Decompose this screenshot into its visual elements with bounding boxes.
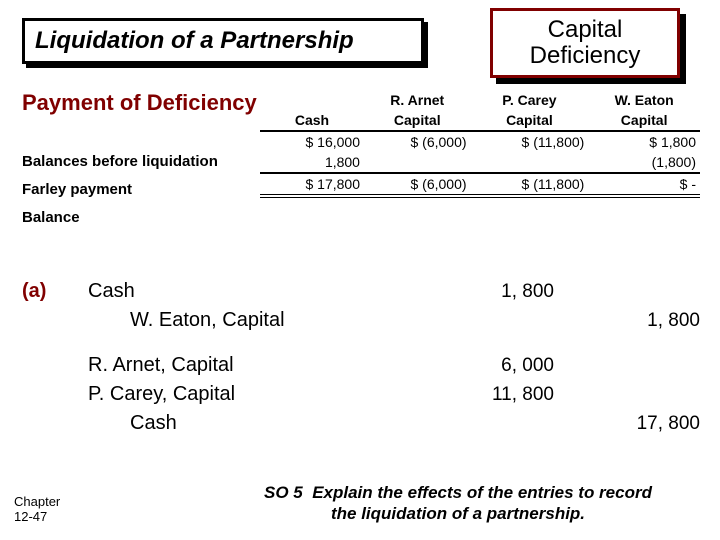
cell: $ 16,000 [260, 131, 364, 152]
journal-entries: (a) Cash 1, 800 W. Eaton, Capital 1, 800… [22, 280, 712, 441]
cell: $ 1,800 [588, 131, 700, 152]
cell: (1,800) [588, 152, 700, 173]
table-row: $ 16,000 $ (6,000) $ (11,800) $ 1,800 [260, 131, 700, 152]
journal-line: P. Carey, Capital 11, 800 [22, 383, 712, 406]
account: P. Carey, Capital [88, 383, 408, 406]
badge-box: Capital Deficiency [490, 8, 680, 78]
colhead-cash: Cash [260, 110, 364, 131]
table-partner-row: R. Arnet P. Carey W. Eaton [260, 90, 700, 110]
cell [364, 152, 471, 173]
page-title: Liquidation of a Partnership [35, 27, 354, 55]
so-number: SO 5 [264, 483, 303, 502]
badge-front: Capital Deficiency [490, 8, 680, 78]
cell: $ - [588, 173, 700, 196]
debit: 1, 800 [414, 281, 554, 303]
journal-line: Cash 17, 800 [22, 412, 712, 435]
footer-so: SO 5 Explain the effects of the entries … [210, 483, 706, 524]
cell [471, 152, 589, 173]
credit: 17, 800 [560, 413, 700, 435]
journal-line: W. Eaton, Capital 1, 800 [22, 309, 712, 332]
table-row: 1,800 (1,800) [260, 152, 700, 173]
row-label-2: Farley payment [22, 176, 218, 204]
cell: $ (11,800) [471, 173, 589, 196]
chapter-page: 12-47 [14, 510, 60, 524]
cell: 1,800 [260, 152, 364, 173]
colhead-cap1: Capital [364, 110, 471, 131]
partner-2: P. Carey [471, 90, 589, 110]
debit: 6, 000 [414, 355, 554, 377]
table-colhead-row: Cash Capital Capital Capital [260, 110, 700, 131]
footer-chapter: Chapter 12-47 [14, 495, 60, 524]
account: Cash [88, 280, 408, 303]
table-row-labels: Balances before liquidation Farley payme… [22, 148, 218, 232]
colhead-cap3: Capital [588, 110, 700, 131]
debit: 11, 800 [414, 384, 554, 406]
journal-line: R. Arnet, Capital 6, 000 [22, 354, 712, 377]
account: W. Eaton, Capital [88, 309, 408, 332]
subheading: Payment of Deficiency [22, 90, 257, 116]
row-label-3: Balance [22, 204, 218, 232]
partner-1: R. Arnet [364, 90, 471, 110]
title-front: Liquidation of a Partnership [22, 18, 424, 64]
table-row: $ 17,800 $ (6,000) $ (11,800) $ - [260, 173, 700, 196]
account: R. Arnet, Capital [88, 354, 408, 377]
cell: $ (6,000) [364, 173, 471, 196]
cell: $ (11,800) [471, 131, 589, 152]
partner-3: W. Eaton [588, 90, 700, 110]
cell: $ 17,800 [260, 173, 364, 196]
journal-line: (a) Cash 1, 800 [22, 280, 712, 303]
badge-line2: Deficiency [530, 43, 641, 69]
so-text2: the liquidation of a partnership. [331, 504, 585, 523]
entry-tag: (a) [22, 280, 82, 303]
account: Cash [88, 412, 408, 435]
so-text1: Explain the effects of the entries to re… [312, 483, 652, 502]
badge-line1: Capital [548, 17, 623, 43]
credit: 1, 800 [560, 310, 700, 332]
cell: $ (6,000) [364, 131, 471, 152]
balances-table: R. Arnet P. Carey W. Eaton Cash Capital … [260, 90, 700, 198]
title-bar: Liquidation of a Partnership [22, 18, 424, 64]
colhead-cap2: Capital [471, 110, 589, 131]
chapter-label: Chapter [14, 495, 60, 509]
row-label-1: Balances before liquidation [22, 148, 218, 176]
journal-spacer [22, 338, 712, 348]
